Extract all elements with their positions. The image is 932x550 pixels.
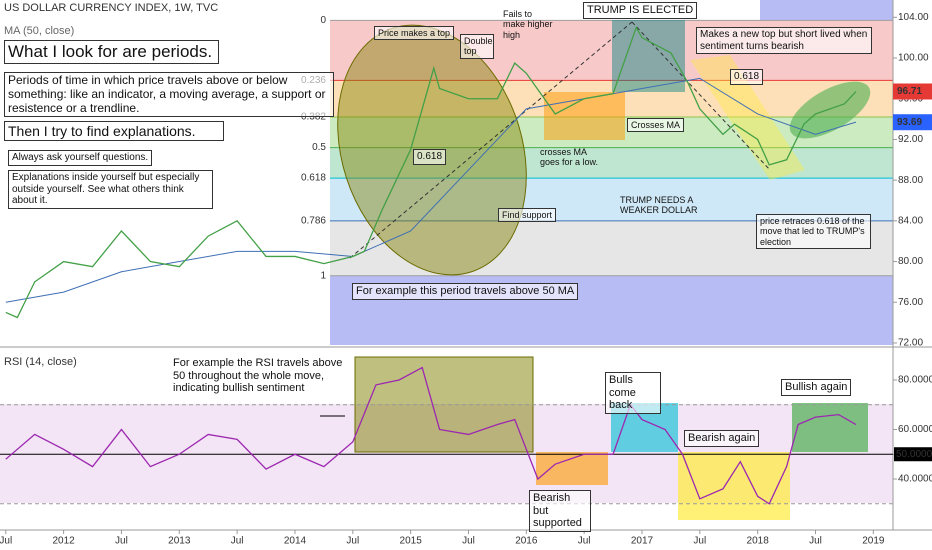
fib-label: 0	[320, 15, 326, 26]
note: Then I try to find explanations.	[4, 121, 224, 142]
annotation: For example this period travels above 50…	[352, 283, 579, 300]
annotation: TRUMP NEEDS A WEAKER DOLLAR	[620, 195, 698, 216]
y-tick-label: 72.00	[898, 338, 923, 349]
fib-zone	[330, 178, 893, 221]
x-tick-label: 2018	[747, 536, 770, 547]
last-value-label: 96.71	[897, 86, 922, 97]
x-tick-label: 2013	[168, 536, 191, 547]
y-tick-label: 76.00	[898, 297, 923, 308]
highlight	[792, 403, 868, 452]
annotation: Double top	[460, 34, 494, 59]
x-tick-label: Jul	[809, 536, 822, 547]
price-line	[5, 25, 857, 319]
last-value-label: 93.69	[897, 117, 922, 128]
x-tick-label: 2016	[515, 536, 538, 547]
highlight	[544, 92, 625, 140]
annotation: For example the RSI travels above 50 thr…	[173, 357, 343, 395]
annotation: Find support	[498, 208, 557, 223]
annotation: 0.618	[413, 149, 447, 165]
annotation: price retraces 0.618 of the move that le…	[756, 214, 871, 250]
annotation: Bearish again	[684, 430, 760, 447]
x-tick-label: Jul	[0, 536, 12, 547]
x-tick-label: 2019	[862, 536, 885, 547]
note: Always ask yourself questions.	[8, 150, 153, 166]
legend-entry: MA (50, close)	[4, 25, 75, 37]
note: What I look for are periods.	[4, 40, 219, 64]
rsi-line	[5, 366, 857, 505]
trendline	[631, 21, 771, 171]
y-tick-label: 80.00	[898, 256, 923, 267]
x-tick-label: Jul	[115, 536, 128, 547]
highlight	[690, 55, 805, 180]
chart-title: US DOLLAR CURRENCY INDEX, 1W, TVC	[4, 2, 219, 14]
x-tick-label: 2017	[631, 536, 654, 547]
tick-highlight	[894, 447, 932, 462]
x-tick-label: 2015	[400, 536, 423, 547]
annotation: Bulls come back	[605, 372, 661, 414]
y-tick-label: 80.0000	[898, 375, 932, 386]
highlight	[789, 81, 871, 139]
fib-label: 0.5	[312, 142, 326, 153]
annotation: crosses MA goes for a low.	[540, 147, 599, 168]
y-tick-label: 50.0000	[896, 449, 932, 460]
annotation: Fails to make higher high	[503, 9, 553, 40]
fib-label: 0.618	[301, 173, 326, 184]
annotation: TRUMP IS ELECTED	[583, 2, 698, 19]
x-tick-label: Jul	[462, 536, 475, 547]
annotation: Bearish but supported	[529, 490, 591, 532]
highlight	[678, 452, 790, 520]
y-tick-label: 40.0000	[898, 474, 932, 485]
highlight	[612, 20, 685, 92]
annotation: 0.618	[730, 69, 764, 85]
y-tick-label: 88.00	[898, 175, 923, 186]
x-tick-label: Jul	[578, 536, 591, 547]
note: Periods of time in which price travels a…	[4, 72, 334, 118]
trendline	[349, 21, 633, 259]
y-tick-label: 100.00	[898, 53, 929, 64]
y-tick-label: 84.00	[898, 215, 923, 226]
y-tick-label: 92.00	[898, 134, 923, 145]
annotation: Price makes a top	[374, 26, 455, 41]
fib-label: 0.786	[301, 215, 326, 226]
annotation: Crosses MA	[627, 118, 685, 133]
last-value-tag	[893, 83, 932, 100]
last-value-tag	[893, 114, 932, 131]
x-tick-label: 2014	[284, 536, 307, 547]
y-tick-label: 104.00	[898, 12, 929, 23]
y-tick-label: 60.0000	[898, 424, 932, 435]
x-tick-label: Jul	[346, 536, 359, 547]
ma-line	[5, 77, 857, 303]
x-tick-label: 2012	[52, 536, 75, 547]
annotation: Makes a new top but short lived when sen…	[696, 27, 872, 54]
x-tick-label: Jul	[231, 536, 244, 547]
note: Explanations inside yourself but especia…	[8, 170, 213, 209]
rsi-title: RSI (14, close)	[4, 356, 77, 368]
annotation: Bullish again	[781, 379, 852, 396]
fib-label: 1	[320, 270, 326, 281]
zone	[760, 0, 893, 20]
x-tick-label: Jul	[693, 536, 706, 547]
highlight	[536, 452, 608, 485]
